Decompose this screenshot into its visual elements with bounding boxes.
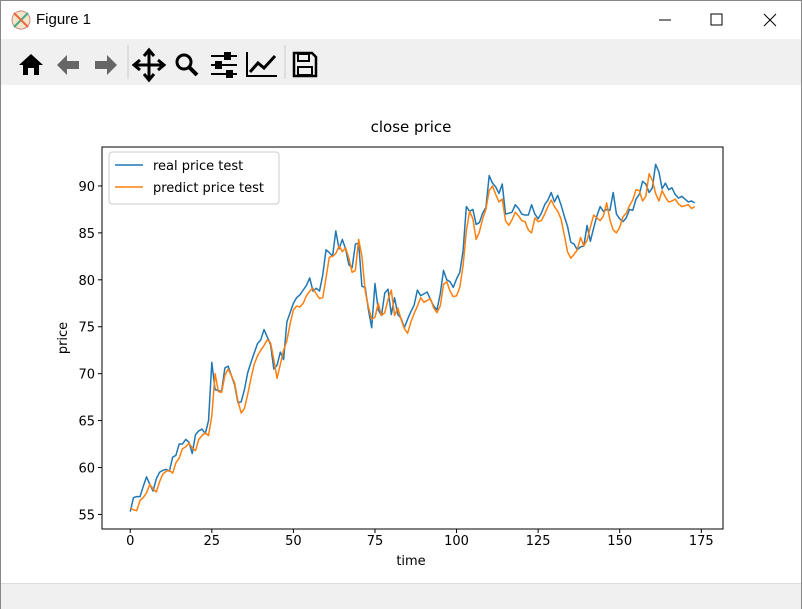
chart: close price time price 0 25 50 75 100 125 150 1… (56, 118, 724, 569)
plot-frame (101, 146, 724, 530)
maximize-button[interactable] (710, 13, 723, 26)
data-line (129, 163, 696, 512)
save-button[interactable] (292, 51, 318, 78)
app-icon (11, 10, 31, 30)
x-tick-label: 75 (367, 534, 384, 549)
pan-button[interactable] (131, 47, 167, 83)
data-line (129, 173, 696, 512)
x-tick-label: 50 (285, 534, 302, 549)
y-tick-label: 55 (78, 508, 95, 523)
configure-button[interactable] (211, 52, 237, 78)
y-tick-label: 80 (78, 274, 95, 289)
window-controls (659, 13, 777, 27)
y-tick-label: 85 (78, 227, 95, 242)
y-tick-label: 70 (78, 368, 95, 383)
title-bar: Figure 1 (1, 1, 801, 39)
legend-label: predict price test (153, 181, 264, 196)
back-button[interactable] (57, 55, 79, 75)
window-title: Figure 1 (36, 11, 92, 28)
status-bar (1, 583, 801, 609)
x-tick-label: 100 (444, 534, 469, 549)
legend-label: real price test (153, 159, 243, 174)
y-tick-label: 75 (78, 321, 95, 336)
x-tick-label: 25 (204, 534, 221, 549)
home-button[interactable] (19, 54, 43, 75)
forward-button[interactable] (95, 55, 117, 75)
y-tick-label: 90 (78, 180, 95, 195)
plot-area (102, 147, 723, 529)
y-axis-label: price (56, 322, 71, 354)
y-tick-label: 65 (78, 415, 95, 430)
y-tick-label: 60 (78, 462, 95, 477)
zoom-button[interactable] (175, 53, 199, 77)
x-tick-label: 125 (526, 534, 551, 549)
close-button[interactable] (763, 13, 777, 27)
chart-title: close price (371, 118, 452, 136)
x-tick-label: 175 (689, 534, 714, 549)
x-axis-label: time (396, 554, 425, 569)
x-tick-label: 0 (126, 534, 134, 549)
x-tick-label: 150 (607, 534, 632, 549)
toolbar (1, 39, 801, 85)
legend-box (108, 151, 280, 205)
legend: real price test predict price test (108, 151, 280, 205)
axes-button[interactable] (246, 52, 277, 77)
toolbar-icons (19, 45, 318, 83)
